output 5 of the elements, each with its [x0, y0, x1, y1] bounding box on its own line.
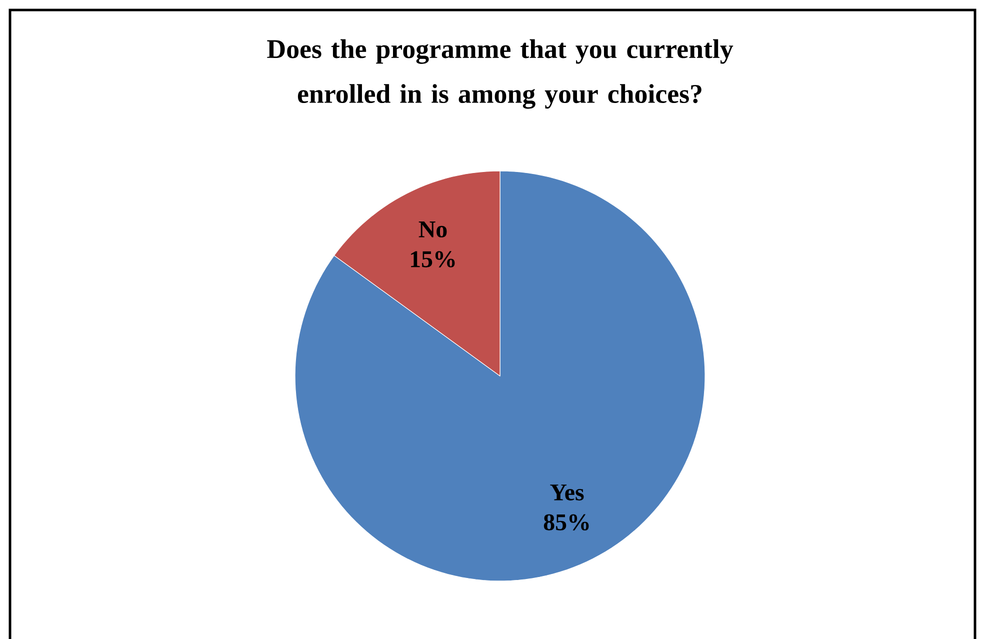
slice-label: No [418, 222, 447, 238]
slice-label: Yes [550, 484, 584, 500]
data-label: 15% [411, 251, 455, 268]
data-label: 85% [544, 514, 589, 530]
chart-title: Does the programme that you currently enrolled in is among your choices? [267, 39, 734, 109]
